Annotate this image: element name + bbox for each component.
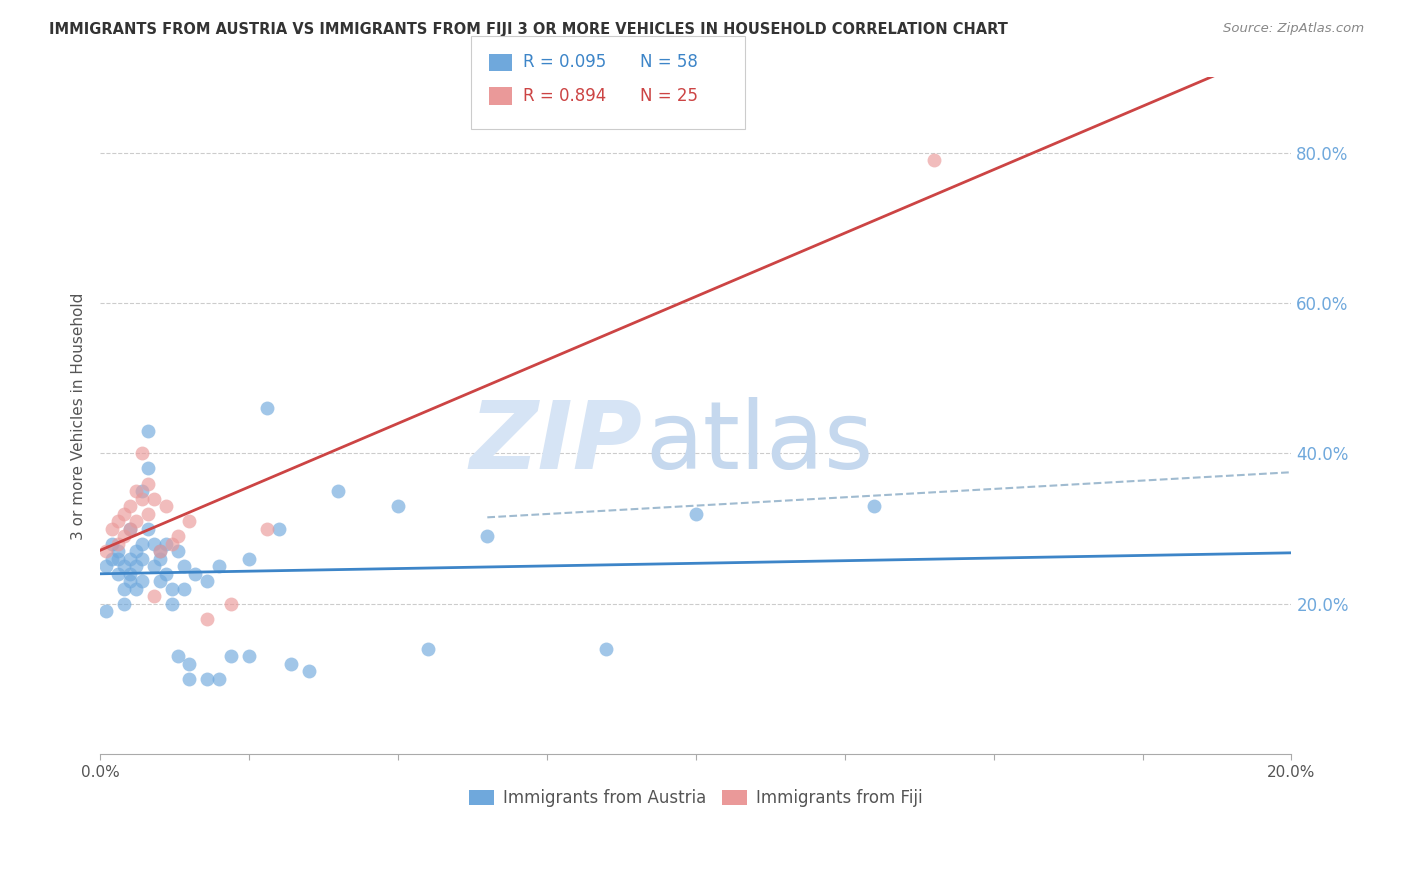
- Text: IMMIGRANTS FROM AUSTRIA VS IMMIGRANTS FROM FIJI 3 OR MORE VEHICLES IN HOUSEHOLD : IMMIGRANTS FROM AUSTRIA VS IMMIGRANTS FR…: [49, 22, 1008, 37]
- Point: [136, 507, 159, 521]
- Text: R = 0.095: R = 0.095: [523, 54, 606, 71]
- Point: [179, 672, 201, 686]
- Point: [166, 649, 188, 664]
- Point: [118, 522, 141, 536]
- Text: Source: ZipAtlas.com: Source: ZipAtlas.com: [1223, 22, 1364, 36]
- Point: [173, 582, 195, 596]
- Point: [149, 544, 172, 558]
- Point: [118, 522, 141, 536]
- Point: [112, 559, 135, 574]
- Point: [219, 649, 242, 664]
- Point: [118, 551, 141, 566]
- Text: N = 58: N = 58: [640, 54, 697, 71]
- Point: [136, 522, 159, 536]
- Point: [166, 544, 188, 558]
- Point: [238, 551, 260, 566]
- Point: [101, 522, 124, 536]
- Point: [142, 536, 165, 550]
- Point: [142, 491, 165, 506]
- Point: [94, 559, 117, 574]
- Point: [101, 551, 124, 566]
- Point: [107, 551, 129, 566]
- Point: [107, 536, 129, 550]
- Point: [131, 446, 153, 460]
- Point: [149, 544, 172, 558]
- Point: [416, 642, 439, 657]
- Point: [107, 566, 129, 581]
- Point: [387, 499, 409, 513]
- Point: [155, 499, 177, 513]
- Point: [863, 499, 886, 513]
- Point: [149, 551, 172, 566]
- Point: [142, 589, 165, 603]
- Point: [125, 544, 148, 558]
- Point: [155, 536, 177, 550]
- Point: [125, 582, 148, 596]
- Point: [195, 672, 218, 686]
- Point: [118, 566, 141, 581]
- Point: [94, 604, 117, 618]
- Point: [267, 522, 290, 536]
- Point: [112, 597, 135, 611]
- Point: [125, 514, 148, 528]
- Y-axis label: 3 or more Vehicles in Household: 3 or more Vehicles in Household: [72, 293, 86, 540]
- Point: [149, 574, 172, 589]
- Text: N = 25: N = 25: [640, 87, 697, 105]
- Point: [131, 574, 153, 589]
- Point: [477, 529, 499, 543]
- Point: [166, 529, 188, 543]
- Point: [136, 476, 159, 491]
- Point: [131, 551, 153, 566]
- Text: R = 0.894: R = 0.894: [523, 87, 606, 105]
- Point: [125, 559, 148, 574]
- Legend: Immigrants from Austria, Immigrants from Fiji: Immigrants from Austria, Immigrants from…: [463, 782, 929, 814]
- Point: [142, 559, 165, 574]
- Text: atlas: atlas: [645, 397, 875, 489]
- Point: [280, 657, 302, 671]
- Point: [173, 559, 195, 574]
- Point: [118, 499, 141, 513]
- Point: [297, 665, 319, 679]
- Point: [160, 582, 183, 596]
- Point: [107, 514, 129, 528]
- Point: [101, 536, 124, 550]
- Point: [136, 424, 159, 438]
- Point: [112, 582, 135, 596]
- Point: [112, 529, 135, 543]
- Point: [94, 544, 117, 558]
- Point: [685, 507, 707, 521]
- Point: [208, 672, 231, 686]
- Point: [219, 597, 242, 611]
- Point: [184, 566, 207, 581]
- Point: [131, 536, 153, 550]
- Point: [256, 401, 278, 416]
- Point: [131, 483, 153, 498]
- Point: [112, 507, 135, 521]
- Point: [595, 642, 617, 657]
- Point: [328, 483, 350, 498]
- Text: ZIP: ZIP: [470, 397, 643, 489]
- Point: [107, 544, 129, 558]
- Point: [136, 461, 159, 475]
- Point: [125, 483, 148, 498]
- Point: [195, 574, 218, 589]
- Point: [238, 649, 260, 664]
- Point: [195, 612, 218, 626]
- Point: [160, 597, 183, 611]
- Point: [131, 491, 153, 506]
- Point: [922, 153, 945, 168]
- Point: [160, 536, 183, 550]
- Point: [256, 522, 278, 536]
- Point: [179, 514, 201, 528]
- Point: [208, 559, 231, 574]
- Point: [179, 657, 201, 671]
- Point: [118, 574, 141, 589]
- Point: [155, 566, 177, 581]
